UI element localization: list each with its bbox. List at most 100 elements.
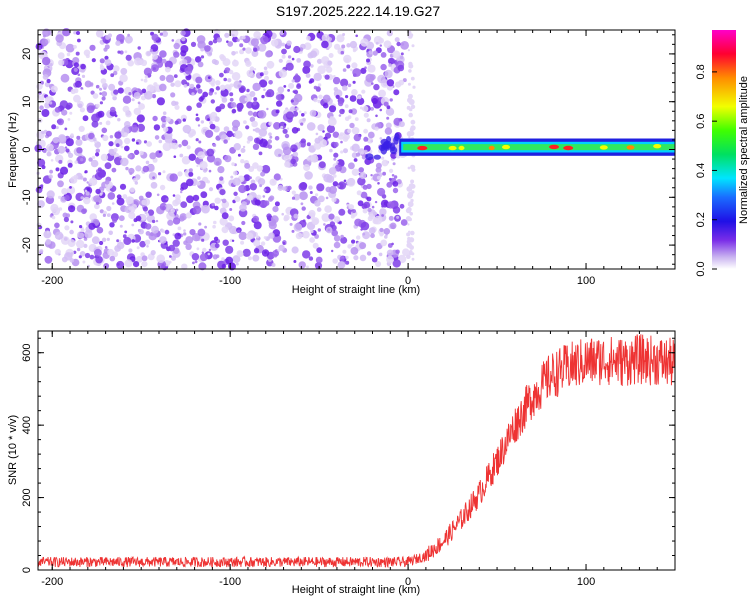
- noise-speckle: [122, 95, 132, 104]
- noise-speckle: [139, 150, 144, 156]
- noise-speckle: [368, 50, 373, 55]
- noise-speckle: [356, 190, 362, 196]
- noise-speckle: [260, 241, 266, 246]
- noise-speckle: [366, 118, 371, 123]
- noise-speckle: [104, 246, 108, 249]
- y-tick-label: 10: [21, 96, 33, 108]
- noise-speckle: [140, 59, 148, 67]
- x-tick-label: 100: [577, 576, 595, 588]
- noise-speckle: [124, 35, 133, 44]
- noise-speckle: [316, 207, 322, 212]
- noise-speckle: [111, 167, 117, 173]
- noise-speckle: [308, 185, 313, 190]
- noise-speckle: [58, 59, 65, 66]
- noise-speckle: [315, 193, 319, 197]
- snr-series: [37, 334, 676, 569]
- noise-speckle: [44, 255, 53, 264]
- noise-speckle: [400, 219, 408, 226]
- noise-speckle: [161, 195, 169, 203]
- noise-speckle: [219, 103, 226, 110]
- noise-speckle: [278, 244, 285, 252]
- noise-speckle: [399, 203, 405, 209]
- noise-speckle: [268, 196, 273, 202]
- noise-speckle: [139, 213, 147, 221]
- noise-speckle: [90, 105, 96, 110]
- noise-speckle: [159, 50, 167, 58]
- noise-speckle: [381, 159, 389, 167]
- noise-speckle: [315, 132, 319, 136]
- noise-speckle: [80, 68, 86, 73]
- noise-speckle: [410, 164, 415, 170]
- noise-speckle: [96, 226, 104, 234]
- noise-speckle: [165, 74, 175, 83]
- noise-speckle: [312, 218, 319, 225]
- noise-speckle: [113, 65, 120, 72]
- noise-speckle: [384, 69, 393, 79]
- noise-speckle: [349, 122, 355, 129]
- noise-speckle: [151, 225, 159, 234]
- noise-speckle: [168, 260, 172, 264]
- noise-speckle: [230, 29, 239, 38]
- noise-speckle: [406, 242, 413, 248]
- noise-speckle: [278, 153, 282, 157]
- noise-speckle: [368, 227, 376, 235]
- noise-speckle: [99, 240, 104, 246]
- noise-speckle: [325, 186, 332, 193]
- noise-speckle: [52, 137, 59, 144]
- noise-speckle: [238, 184, 247, 194]
- noise-speckle: [99, 101, 103, 105]
- noise-speckle: [350, 247, 359, 255]
- noise-speckle: [407, 97, 413, 103]
- noise-speckle: [195, 76, 203, 84]
- noise-speckle: [160, 115, 168, 123]
- noise-speckle: [258, 151, 263, 156]
- noise-speckle: [240, 159, 245, 164]
- noise-speckle: [226, 130, 233, 138]
- noise-speckle: [129, 172, 133, 175]
- noise-speckle: [84, 230, 93, 239]
- noise-speckle: [296, 107, 300, 111]
- noise-speckle: [164, 60, 173, 69]
- noise-speckle: [127, 155, 131, 159]
- noise-speckle: [219, 189, 226, 196]
- noise-speckle: [291, 57, 295, 61]
- noise-speckle: [37, 200, 45, 208]
- noise-speckle: [192, 194, 200, 202]
- noise-speckle: [95, 201, 100, 205]
- noise-speckle: [346, 178, 356, 187]
- noise-speckle: [368, 213, 375, 220]
- noise-speckle: [232, 59, 239, 67]
- noise-speckle: [338, 208, 346, 216]
- noise-speckle: [351, 62, 358, 69]
- colorbar-tick-label: 0.8: [695, 64, 707, 79]
- noise-speckle: [91, 120, 99, 128]
- noise-speckle: [282, 128, 288, 134]
- noise-speckle: [272, 250, 279, 257]
- noise-speckle: [408, 230, 411, 233]
- noise-speckle: [230, 175, 234, 179]
- noise-speckle: [259, 138, 268, 148]
- noise-speckle: [407, 33, 413, 39]
- noise-speckle: [159, 236, 167, 244]
- noise-speckle: [359, 254, 367, 262]
- noise-speckle: [196, 35, 206, 44]
- noise-speckle: [141, 261, 148, 268]
- noise-speckle: [117, 87, 124, 94]
- noise-speckle: [357, 95, 362, 100]
- noise-speckle: [407, 49, 410, 52]
- noise-speckle: [391, 242, 394, 246]
- noise-speckle: [409, 211, 414, 216]
- noise-speckle: [95, 148, 101, 153]
- noise-speckle: [285, 62, 294, 71]
- noise-speckle: [352, 80, 356, 84]
- noise-speckle: [181, 139, 189, 147]
- noise-speckle: [170, 92, 176, 98]
- noise-speckle: [286, 127, 290, 130]
- noise-speckle: [144, 91, 153, 100]
- noise-speckle: [338, 114, 342, 117]
- snr-line: [37, 334, 676, 569]
- noise-speckle: [373, 215, 383, 225]
- noise-speckle: [61, 188, 68, 195]
- noise-speckle: [113, 89, 119, 95]
- noise-speckle: [165, 197, 168, 201]
